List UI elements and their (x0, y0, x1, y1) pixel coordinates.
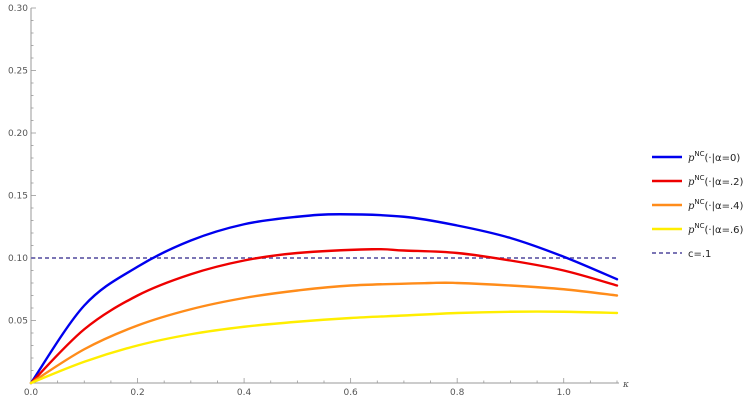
x-tick-label: 0.2 (130, 388, 144, 398)
legend-item: pNC(·|α=.2) (652, 174, 743, 188)
legend-label: pNC(·|α=.2) (688, 174, 743, 188)
legend-label: c=.1 (688, 249, 711, 260)
x-tick-label: 0.8 (450, 388, 465, 398)
x-tick-label: 0.4 (237, 388, 252, 398)
series-line-0 (29, 213, 619, 385)
y-tick-label: 0.15 (8, 192, 28, 202)
legend-item: pNC(·|α=.4) (652, 198, 743, 212)
legend-item: c=.1 (652, 249, 711, 260)
series-line-3 (29, 310, 619, 385)
series-line-2 (29, 281, 619, 385)
legend-label: pNC(·|α=0) (688, 150, 740, 164)
series-line-1 (29, 247, 619, 385)
legend-label: pNC(·|α=.4) (688, 198, 743, 212)
y-tick-label: 0.20 (8, 129, 28, 139)
legend-item: pNC(·|α=0) (652, 150, 740, 164)
legend-item: pNC(·|α=.6) (652, 222, 743, 236)
axes: 0.05 0.10 0.15 0.20 0.25 0.30 0.0 0.2 0.4 0.6 0.8 1… (8, 4, 629, 398)
x-tick-label: 0.0 (24, 388, 39, 398)
x-tick-label: 1.0 (557, 388, 572, 398)
legend: pNC(·|α=0) pNC(·|α=.2) pNC(·|α=.4) pNC(·|α=… (652, 150, 743, 260)
y-tick-label: 0.05 (8, 317, 28, 327)
y-tick-label: 0.30 (8, 4, 28, 14)
y-tick-label: 0.25 (8, 67, 28, 77)
x-axis-label: κ (622, 380, 629, 390)
x-tick-label: 0.6 (343, 388, 358, 398)
y-tick-label: 0.10 (8, 254, 28, 264)
series-lines (29, 213, 619, 385)
legend-label: pNC(·|α=.6) (688, 222, 743, 236)
